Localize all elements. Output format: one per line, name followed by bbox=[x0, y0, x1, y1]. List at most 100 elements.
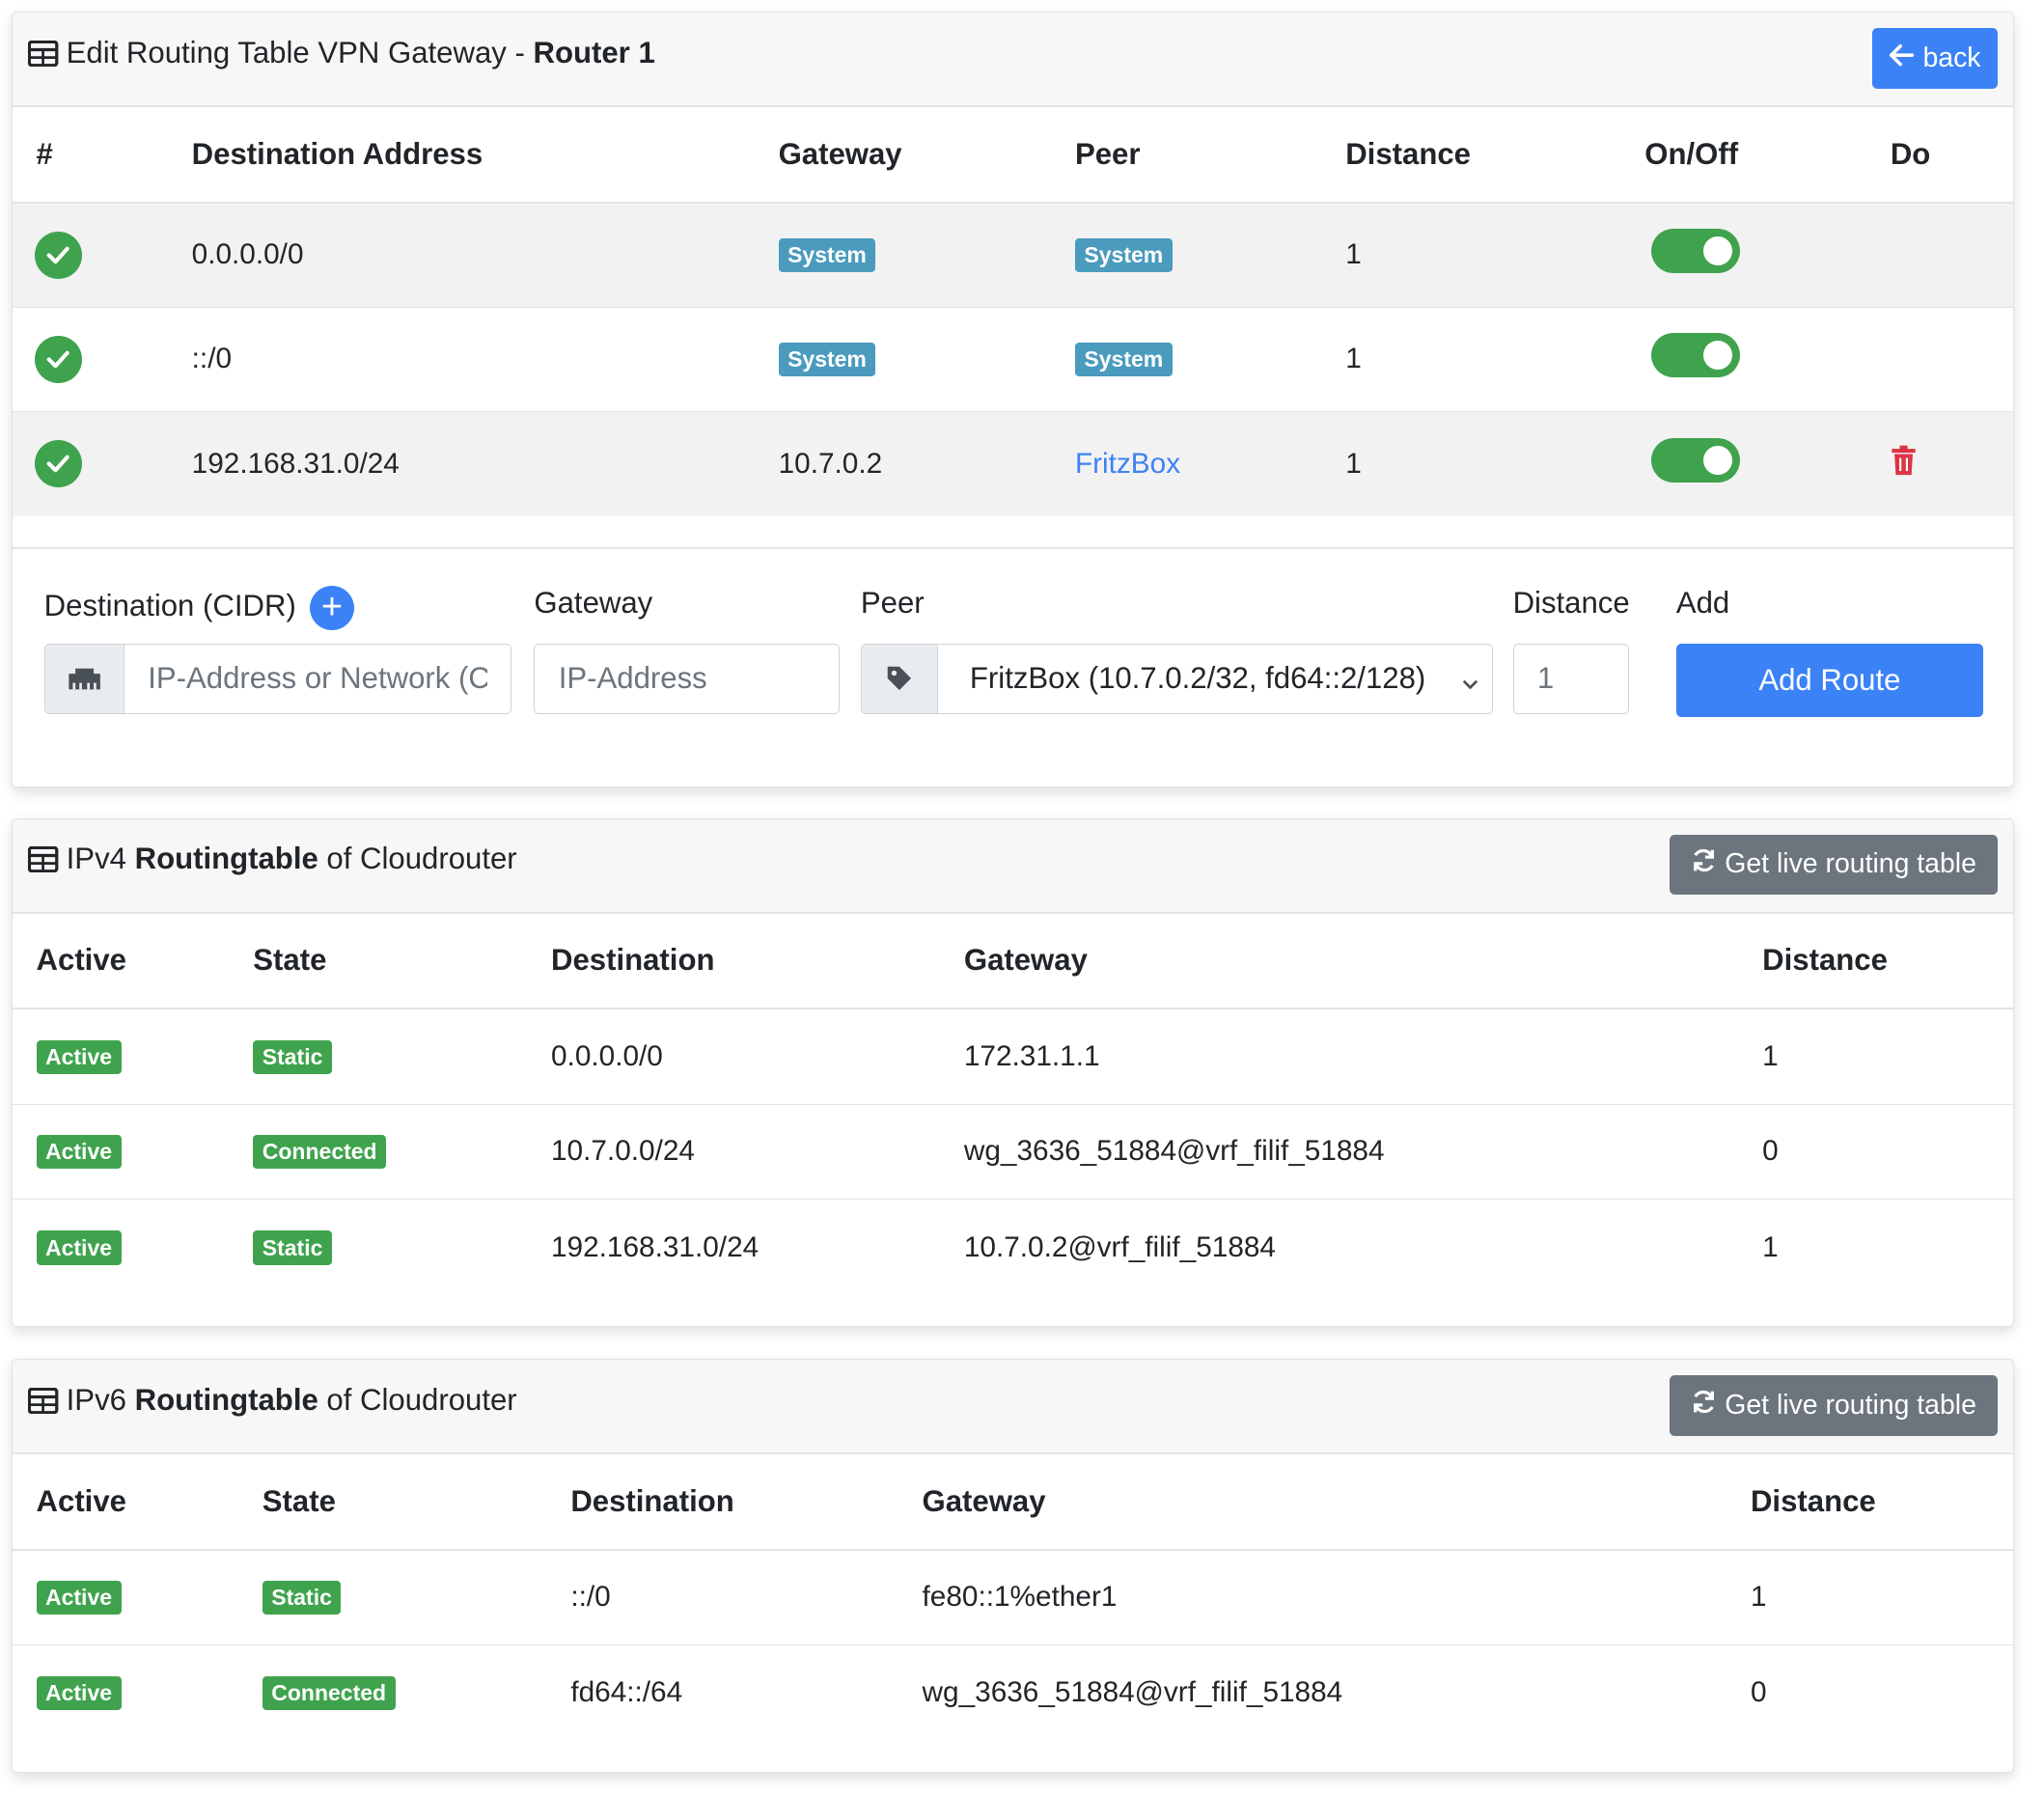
table-icon bbox=[28, 1385, 59, 1424]
peer-badge: System bbox=[1074, 343, 1173, 377]
ipv6-header: IPv6 Routingtable of Cloudrouter Get liv… bbox=[13, 1360, 2014, 1455]
ipv6-title-a: IPv6 bbox=[66, 1382, 135, 1417]
ipv4-distance: 1 bbox=[1762, 1008, 2014, 1105]
ipv4-distance: 0 bbox=[1762, 1103, 2014, 1200]
col-destination: Destination bbox=[570, 1454, 923, 1551]
ipv4-title-bold: Routingtable bbox=[134, 842, 318, 876]
back-label: back bbox=[1922, 42, 1981, 74]
col-index: # bbox=[13, 107, 192, 204]
route-destination: 192.168.31.0/24 bbox=[191, 410, 779, 516]
ipv6-routing-card: IPv6 Routingtable of Cloudrouter Get liv… bbox=[12, 1359, 2015, 1773]
ipv4-gateway: 10.7.0.2@vrf_filif_51884 bbox=[963, 1199, 1763, 1295]
ipv6-destination: fd64::/64 bbox=[570, 1644, 923, 1741]
ipv4-table: Active State Destination Gateway Distanc… bbox=[13, 913, 2014, 1295]
edit-routing-card: Edit Routing Table VPN Gateway - Router … bbox=[12, 12, 2015, 787]
ipv6-refresh-label: Get live routing table bbox=[1725, 1390, 1976, 1422]
state-badge: Connected bbox=[262, 1676, 396, 1711]
col-destination: Destination bbox=[551, 913, 964, 1010]
state-badge: Static bbox=[253, 1230, 332, 1265]
active-badge: Active bbox=[36, 1039, 122, 1074]
state-badge: Connected bbox=[253, 1135, 387, 1170]
gateway-input[interactable] bbox=[535, 644, 840, 713]
peer-label: Peer bbox=[860, 586, 925, 621]
routes-header-row: # Destination Address Gateway Peer Dista… bbox=[13, 107, 2014, 204]
col-onoff: On/Off bbox=[1644, 107, 1891, 204]
col-distance: Distance bbox=[1762, 913, 2014, 1010]
col-state: State bbox=[253, 913, 551, 1010]
table-icon bbox=[28, 38, 59, 77]
tag-icon bbox=[861, 644, 939, 713]
table-row: Active Connected 10.7.0.0/24 wg_3636_518… bbox=[13, 1103, 2014, 1200]
ipv6-distance: 1 bbox=[1750, 1549, 2014, 1645]
add-route-button[interactable]: Add Route bbox=[1675, 643, 1983, 717]
ipv4-destination: 0.0.0.0/0 bbox=[551, 1008, 964, 1105]
table-row: Active Static 192.168.31.0/24 10.7.0.2@v… bbox=[13, 1199, 2014, 1295]
ipv4-header-row: Active State Destination Gateway Distanc… bbox=[13, 913, 2014, 1010]
gateway-field bbox=[534, 643, 841, 714]
destination-field bbox=[43, 643, 512, 714]
trash-icon[interactable] bbox=[1891, 445, 1917, 483]
col-distance: Distance bbox=[1750, 1454, 2014, 1551]
check-circle-icon bbox=[35, 335, 82, 383]
route-toggle[interactable] bbox=[1651, 229, 1741, 274]
destination-input[interactable] bbox=[124, 644, 511, 713]
ipv4-routing-card: IPv4 Routingtable of Cloudrouter Get liv… bbox=[12, 817, 2015, 1327]
title-router-name: Router 1 bbox=[533, 35, 655, 69]
col-gateway: Gateway bbox=[778, 107, 1075, 204]
peer-selected-value: FritzBox (10.7.0.2/32, fd64::2/128) bbox=[969, 661, 1426, 696]
plus-circle-icon[interactable]: + bbox=[309, 586, 354, 631]
edit-routing-header: Edit Routing Table VPN Gateway - Router … bbox=[13, 13, 2014, 108]
route-toggle[interactable] bbox=[1651, 437, 1741, 483]
sync-icon bbox=[1691, 847, 1717, 881]
state-badge: Static bbox=[262, 1581, 342, 1616]
gateway-badge: System bbox=[778, 343, 876, 377]
col-gateway: Gateway bbox=[922, 1454, 1751, 1551]
table-row: ::/0 System System 1 bbox=[13, 306, 2014, 412]
ipv4-title-b: of Cloudrouter bbox=[318, 842, 517, 876]
ipv4-title: IPv4 Routingtable of Cloudrouter bbox=[28, 840, 517, 883]
ipv6-distance: 0 bbox=[1750, 1644, 2014, 1741]
check-circle-icon bbox=[35, 231, 82, 279]
network-wired-icon bbox=[44, 644, 124, 713]
ipv4-gateway: wg_3636_51884@vrf_filif_51884 bbox=[963, 1103, 1763, 1200]
ipv6-refresh-button[interactable]: Get live routing table bbox=[1670, 1375, 1998, 1436]
state-badge: Static bbox=[253, 1039, 332, 1074]
ipv4-distance: 1 bbox=[1762, 1199, 2014, 1295]
table-icon bbox=[28, 843, 59, 883]
table-row: Active Connected fd64::/64 wg_3636_51884… bbox=[13, 1644, 2014, 1741]
col-state: State bbox=[262, 1454, 571, 1551]
ipv6-table: Active State Destination Gateway Distanc… bbox=[13, 1454, 2014, 1741]
distance-label: Distance bbox=[1512, 586, 1630, 621]
distance-input[interactable] bbox=[1513, 644, 1629, 713]
col-peer: Peer bbox=[1074, 107, 1346, 204]
ipv6-title-b: of Cloudrouter bbox=[318, 1382, 517, 1417]
title-prefix: Edit Routing Table VPN Gateway - bbox=[66, 35, 534, 69]
ipv6-title-bold: Routingtable bbox=[134, 1382, 318, 1417]
ipv4-refresh-button[interactable]: Get live routing table bbox=[1670, 834, 1998, 896]
peer-select[interactable]: FritzBox (10.7.0.2/32, fd64::2/128) bbox=[860, 643, 1494, 714]
route-destination: ::/0 bbox=[191, 306, 779, 412]
col-active: Active bbox=[13, 913, 254, 1010]
gateway-badge: System bbox=[778, 238, 876, 273]
back-button[interactable]: back bbox=[1871, 28, 1998, 89]
route-destination: 0.0.0.0/0 bbox=[191, 202, 779, 308]
ipv6-gateway: wg_3636_51884@vrf_filif_51884 bbox=[922, 1644, 1751, 1741]
page-title: Edit Routing Table VPN Gateway - Router … bbox=[28, 34, 655, 77]
chevron-down-icon bbox=[1461, 655, 1492, 703]
routes-table: # Destination Address Gateway Peer Dista… bbox=[13, 107, 2014, 516]
ipv4-header: IPv4 Routingtable of Cloudrouter Get liv… bbox=[13, 818, 2014, 914]
arrow-left-icon bbox=[1889, 42, 1915, 74]
peer-link[interactable]: FritzBox bbox=[1074, 447, 1181, 480]
col-active: Active bbox=[13, 1454, 262, 1551]
add-route-form: Destination (CIDR) + Gateway Peer Distan… bbox=[13, 547, 2014, 787]
ipv4-title-a: IPv4 bbox=[66, 842, 135, 876]
ipv4-gateway: 172.31.1.1 bbox=[963, 1008, 1763, 1105]
route-distance: 1 bbox=[1345, 410, 1645, 516]
table-row: Active Static 0.0.0.0/0 172.31.1.1 1 bbox=[13, 1008, 2014, 1105]
route-distance: 1 bbox=[1345, 306, 1645, 412]
active-badge: Active bbox=[36, 1230, 122, 1265]
ipv4-refresh-label: Get live routing table bbox=[1725, 848, 1976, 880]
ipv6-header-row: Active State Destination Gateway Distanc… bbox=[13, 1454, 2014, 1551]
sync-icon bbox=[1691, 1389, 1717, 1422]
route-toggle[interactable] bbox=[1651, 333, 1741, 378]
